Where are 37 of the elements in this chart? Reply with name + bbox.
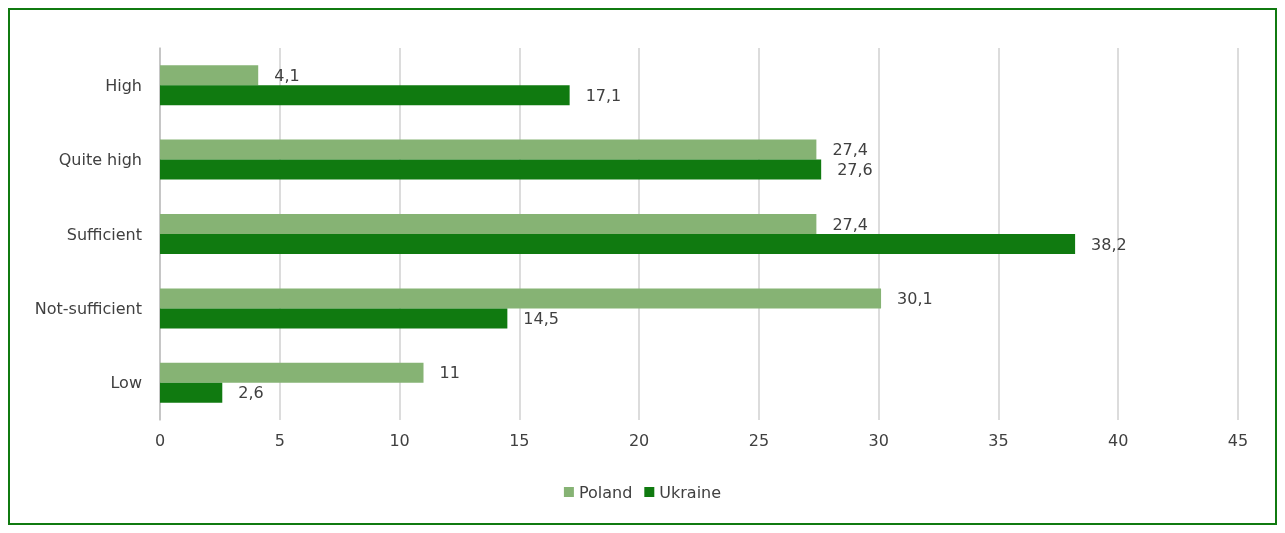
bar: [160, 308, 508, 329]
data-label: 14,5: [523, 308, 559, 328]
bar: [160, 288, 882, 309]
x-tick-label: 10: [389, 430, 410, 450]
bar: [160, 214, 817, 234]
x-tick-label: 20: [628, 430, 650, 450]
bar: [160, 159, 822, 180]
data-label: 17,1: [585, 85, 622, 105]
x-tick-label: 45: [1227, 430, 1249, 450]
bar: [160, 65, 259, 86]
data-label: 27,6: [837, 160, 873, 180]
y-tick-label: Sufficient: [66, 224, 142, 244]
y-tick-label: Not-sufficient: [34, 298, 142, 318]
data-label: 27,4: [832, 214, 869, 234]
data-label: 4,1: [274, 65, 300, 85]
x-tick-label: 35: [988, 430, 1009, 450]
x-tick-label: 0: [154, 430, 166, 450]
x-tick-label: 25: [748, 430, 770, 450]
data-label: 27,4: [832, 140, 869, 160]
x-tick-label: 5: [274, 430, 285, 450]
y-tick-label: High: [105, 75, 142, 95]
bar: [160, 139, 817, 160]
bar: [160, 234, 1076, 254]
data-label: 11: [439, 363, 460, 383]
y-tick-label: Quite high: [58, 150, 142, 170]
legend-label: Ukraine: [659, 482, 722, 502]
bar: [160, 85, 570, 106]
bar: [160, 362, 424, 383]
data-label: 30,1: [897, 288, 933, 308]
x-tick-label: 40: [1108, 430, 1129, 450]
x-tick-label: 30: [868, 430, 889, 450]
data-label: 38,2: [1091, 234, 1127, 254]
x-tick-label: 15: [509, 430, 530, 450]
legend-label: Poland: [578, 482, 633, 502]
bar: [160, 382, 223, 403]
y-tick-label: Low: [110, 373, 142, 393]
data-label: 2,6: [238, 383, 264, 403]
